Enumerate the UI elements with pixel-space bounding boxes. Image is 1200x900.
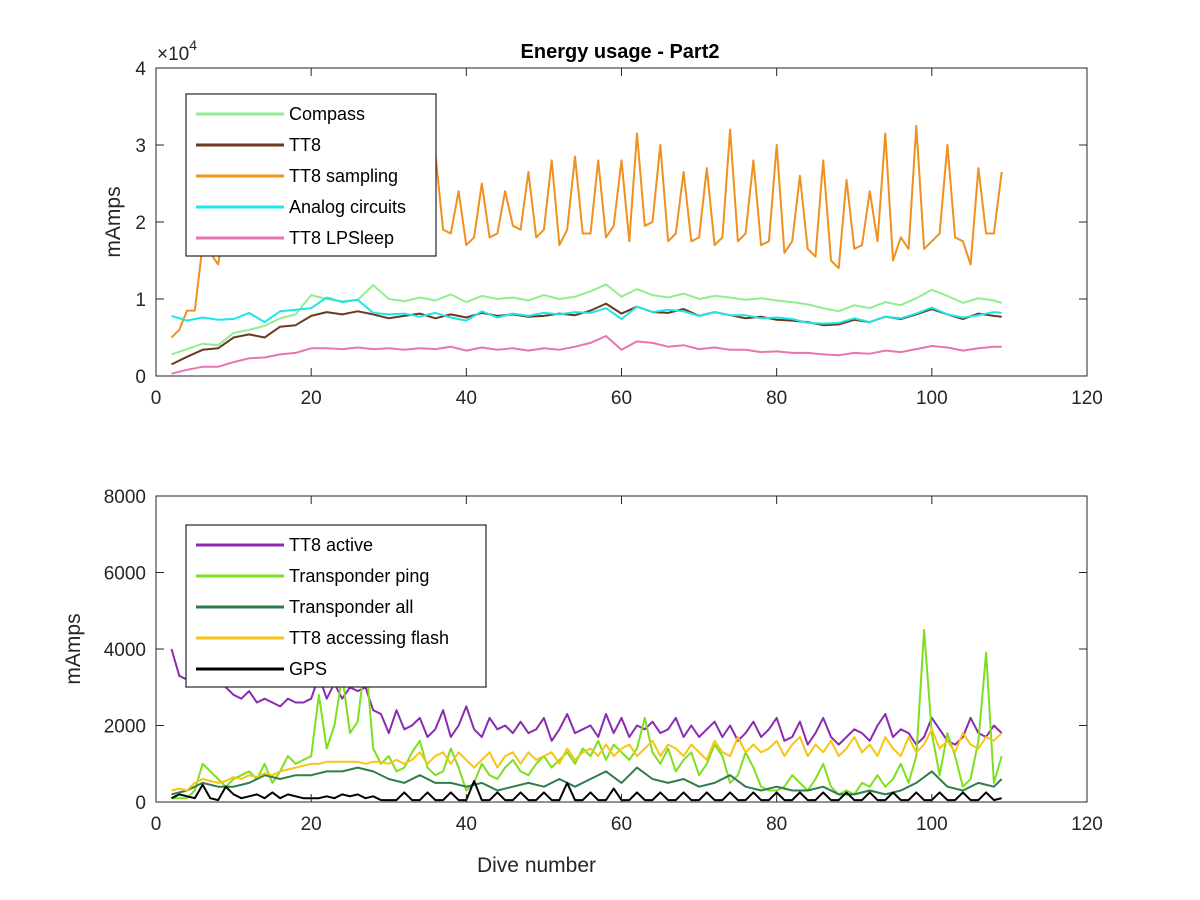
y-tick-label: 4 <box>135 59 146 80</box>
legend-label: TT8 LPSleep <box>289 228 394 248</box>
x-tick-label: 40 <box>456 388 477 409</box>
legend-label: GPS <box>289 659 327 679</box>
x-tick-label: 0 <box>151 388 162 409</box>
y-tick-label: 4000 <box>104 640 146 661</box>
x-tick-label: 120 <box>1071 388 1103 409</box>
x-tick-label: 80 <box>766 814 787 835</box>
legend-label: Transponder ping <box>289 566 429 586</box>
bottom-ticks: 0 20 40 60 80 100 120 0 2000 4000 6000 8000 <box>104 487 1103 835</box>
x-tick-label: 60 <box>611 388 632 409</box>
legend-label: TT8 <box>289 135 321 155</box>
bottom-plot: 0 20 40 60 80 100 120 0 2000 4000 6000 8000 mAmps D… <box>62 487 1103 877</box>
y-tick-label: 3 <box>135 136 146 157</box>
x-tick-label: 100 <box>916 388 948 409</box>
top-series-group <box>170 124 1003 375</box>
series-line-transponder-all <box>171 766 1003 796</box>
legend-label: TT8 accessing flash <box>289 628 449 648</box>
x-tick-label: 20 <box>301 388 322 409</box>
series-line-gps <box>171 780 1002 802</box>
y-tick-label: 2000 <box>104 717 146 738</box>
legend-label: Compass <box>289 104 365 124</box>
series-line-tt8-active <box>170 648 1003 746</box>
y-tick-label: 0 <box>135 793 146 814</box>
y-tick-label: 0 <box>135 367 146 388</box>
legend-label: TT8 sampling <box>289 166 398 186</box>
x-tick-label: 40 <box>456 814 477 835</box>
series-line-tt8-accessing-flash <box>171 728 1003 792</box>
y-tick-label: 1 <box>135 290 146 311</box>
series-line-tt8-lpsleep <box>171 335 1002 375</box>
top-legend: Compass TT8 TT8 sampling Analog circuits TT8… <box>185 93 437 257</box>
x-tick-label: 100 <box>916 814 948 835</box>
legend-label: TT8 active <box>289 535 373 555</box>
top-ticks: 0 20 40 60 80 100 120 0 1 2 3 4 <box>135 59 1102 409</box>
x-tick-label: 20 <box>301 814 322 835</box>
y-axis-label: mAmps <box>102 186 125 257</box>
chart-title: Energy usage - Part2 <box>521 41 720 63</box>
x-tick-label: 0 <box>151 814 162 835</box>
bottom-legend: TT8 active Transponder ping Transponder al… <box>185 524 487 688</box>
x-axis-label: Dive number <box>477 854 596 877</box>
bottom-series-group <box>170 628 1003 802</box>
y-tick-label: 2 <box>135 213 146 234</box>
series-line-compass <box>171 283 1002 356</box>
y-exponent: 4 <box>189 37 197 53</box>
series-line-transponder-ping <box>171 628 1003 800</box>
x-tick-label: 60 <box>611 814 632 835</box>
legend-label: Analog circuits <box>289 197 406 217</box>
series-line-analog-circuits <box>171 296 1002 325</box>
y-tick-label: 8000 <box>104 487 146 508</box>
top-plot: Energy usage - Part2 ×104 0 20 40 60 80 100 12… <box>102 37 1103 409</box>
legend-label: Transponder all <box>289 597 413 617</box>
y-axis-label: mAmps <box>62 613 85 684</box>
x-tick-label: 80 <box>766 388 787 409</box>
x-tick-label: 120 <box>1071 814 1103 835</box>
y-tick-label: 6000 <box>104 564 146 585</box>
